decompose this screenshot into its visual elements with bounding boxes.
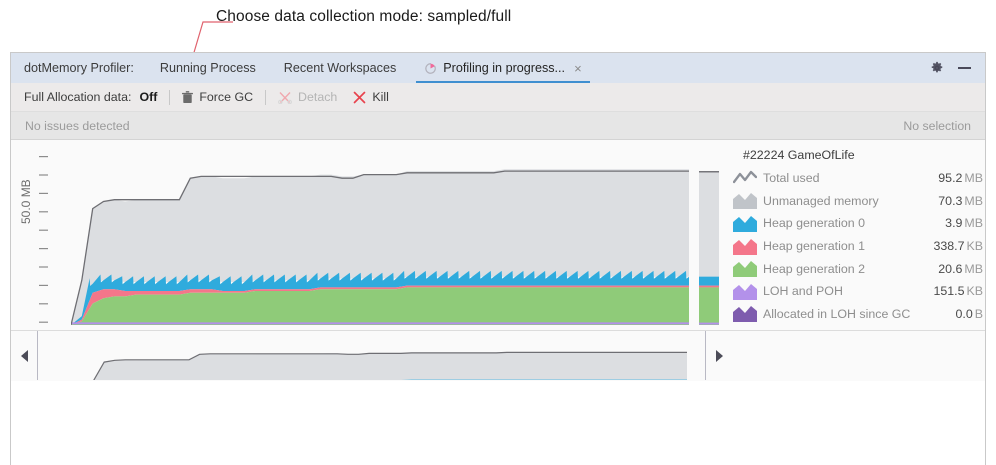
legend-row[interactable]: Heap generation 2 20.6 MB	[733, 257, 983, 280]
tab-label: Profiling in progress...	[443, 61, 566, 75]
y-axis-ticks	[39, 156, 48, 323]
trash-icon	[182, 90, 194, 103]
navigator-total-used-line	[93, 351, 687, 380]
tab-label: Recent Workspaces	[283, 61, 397, 75]
series-area	[71, 287, 689, 325]
legend-item-unit: KB	[966, 239, 983, 254]
legend-item-unit: MB	[964, 216, 983, 231]
legend-swatch-area	[733, 238, 757, 255]
toolbar: Full Allocation data: Off Force GC Detac…	[11, 83, 985, 112]
close-icon[interactable]: ×	[574, 60, 582, 76]
memory-plot[interactable]	[71, 140, 719, 325]
navigator-overview-plot[interactable]	[39, 331, 703, 380]
series-area	[71, 270, 689, 325]
legend-row[interactable]: LOH and POH 151.5 KB	[733, 280, 983, 303]
tab-profiling-in-progress[interactable]: Profiling in progress... ×	[410, 53, 595, 83]
legend-item-value: 20.6 MB	[938, 261, 983, 276]
legend-item-value: 3.9 MB	[945, 216, 983, 231]
legend-row[interactable]: Heap generation 1 338.7 KB	[733, 235, 983, 258]
tab-label: Running Process	[159, 61, 256, 75]
legend-row[interactable]: Unmanaged memory 70.3 MB	[733, 190, 983, 213]
tab-running-process[interactable]: Running Process	[146, 53, 270, 83]
scissors-icon	[278, 91, 293, 104]
minimize-icon[interactable]	[958, 67, 971, 69]
window-buttons	[930, 53, 985, 83]
legend-swatch-area	[733, 215, 757, 232]
legend-item-value: 95.2 MB	[938, 171, 983, 186]
legend-swatch-line	[733, 170, 757, 183]
legend-swatch-area	[733, 306, 757, 323]
full-allocation-data-label: Full Allocation data:	[24, 90, 132, 104]
legend-item-label: Heap generation 2	[763, 261, 865, 276]
legend-item-label: Total used	[763, 171, 820, 186]
legend-item-unit: B	[974, 306, 983, 321]
tab-recent-workspaces[interactable]: Recent Workspaces	[270, 53, 410, 83]
callout-annotation: Choose data collection mode: sampled/ful…	[0, 0, 996, 110]
profiler-window: dotMemory Profiler: Running Process Rece…	[10, 52, 986, 465]
legend-row[interactable]: Total used 95.2 MB	[733, 167, 983, 190]
legend-rows: Total used 95.2 MB Unmanaged memory 70.3 MB He…	[733, 167, 983, 348]
legend-item-label: LOH and POH	[763, 284, 843, 299]
callout-text: Choose data collection mode: sampled/ful…	[216, 8, 512, 25]
force-gc-label: Force GC	[199, 90, 254, 104]
issues-status: No issues detected	[25, 118, 130, 133]
kill-label: Kill	[372, 90, 389, 104]
full-allocation-data-value: Off	[139, 90, 158, 104]
status-bar: No issues detected No selection	[11, 112, 985, 140]
legend-item-unit: MB	[964, 261, 983, 276]
detach-button[interactable]: Detach	[278, 90, 337, 104]
spinner-icon	[425, 62, 437, 74]
timeline-area: 50.0 MB 010 s20 s30 s40 s50 sNow #22224 …	[11, 140, 985, 381]
y-axis-label: 50.0 MB	[19, 179, 33, 224]
tabbar-spacer	[596, 53, 930, 83]
full-allocation-data-toggle[interactable]: Full Allocation data: Off	[24, 90, 157, 104]
legend-item-unit: MB	[964, 171, 983, 186]
app-title: dotMemory Profiler:	[24, 61, 134, 75]
legend-item-value: 0.0 B	[955, 306, 984, 321]
legend-item-value: 70.3 MB	[938, 193, 983, 208]
detach-label: Detach	[298, 90, 338, 104]
legend-process-title: #22224 GameOfLife	[743, 148, 855, 162]
legend-item-value: 338.7 KB	[933, 239, 983, 254]
navigator-series-area	[93, 352, 687, 380]
legend-swatch-area	[733, 261, 757, 278]
toolbar-separator	[169, 89, 171, 105]
gear-icon[interactable]	[930, 61, 944, 75]
selection-status: No selection	[903, 118, 971, 133]
legend-item-unit: KB	[966, 284, 983, 299]
legend-swatch-area	[733, 193, 757, 210]
legend-item-label: Unmanaged memory	[763, 193, 879, 208]
legend-row[interactable]: Allocated in LOH since GC 0.0 B	[733, 303, 983, 326]
series-total-used-line	[71, 170, 689, 325]
legend-item-label: Heap generation 0	[763, 216, 865, 231]
kill-button[interactable]: Kill	[353, 90, 389, 104]
legend-item-label: Allocated in LOH since GC	[763, 306, 911, 321]
kill-x-icon	[353, 91, 366, 103]
force-gc-button[interactable]: Force GC	[182, 90, 253, 104]
series-area	[71, 169, 689, 325]
legend-item-label: Heap generation 1	[763, 239, 865, 254]
legend-swatch-area	[733, 283, 757, 300]
tab-bar: dotMemory Profiler: Running Process Rece…	[11, 53, 985, 83]
legend-item-unit: MB	[964, 193, 983, 208]
arrow-left-icon	[20, 349, 28, 362]
toolbar-separator	[265, 89, 267, 105]
timeline-navigator[interactable]	[11, 330, 985, 381]
arrow-right-icon	[715, 349, 723, 362]
navigator-scroll-right[interactable]	[705, 331, 732, 380]
navigator-scroll-left[interactable]	[11, 331, 38, 380]
legend-item-value: 151.5 KB	[933, 284, 983, 299]
legend-row[interactable]: Heap generation 0 3.9 MB	[733, 212, 983, 235]
